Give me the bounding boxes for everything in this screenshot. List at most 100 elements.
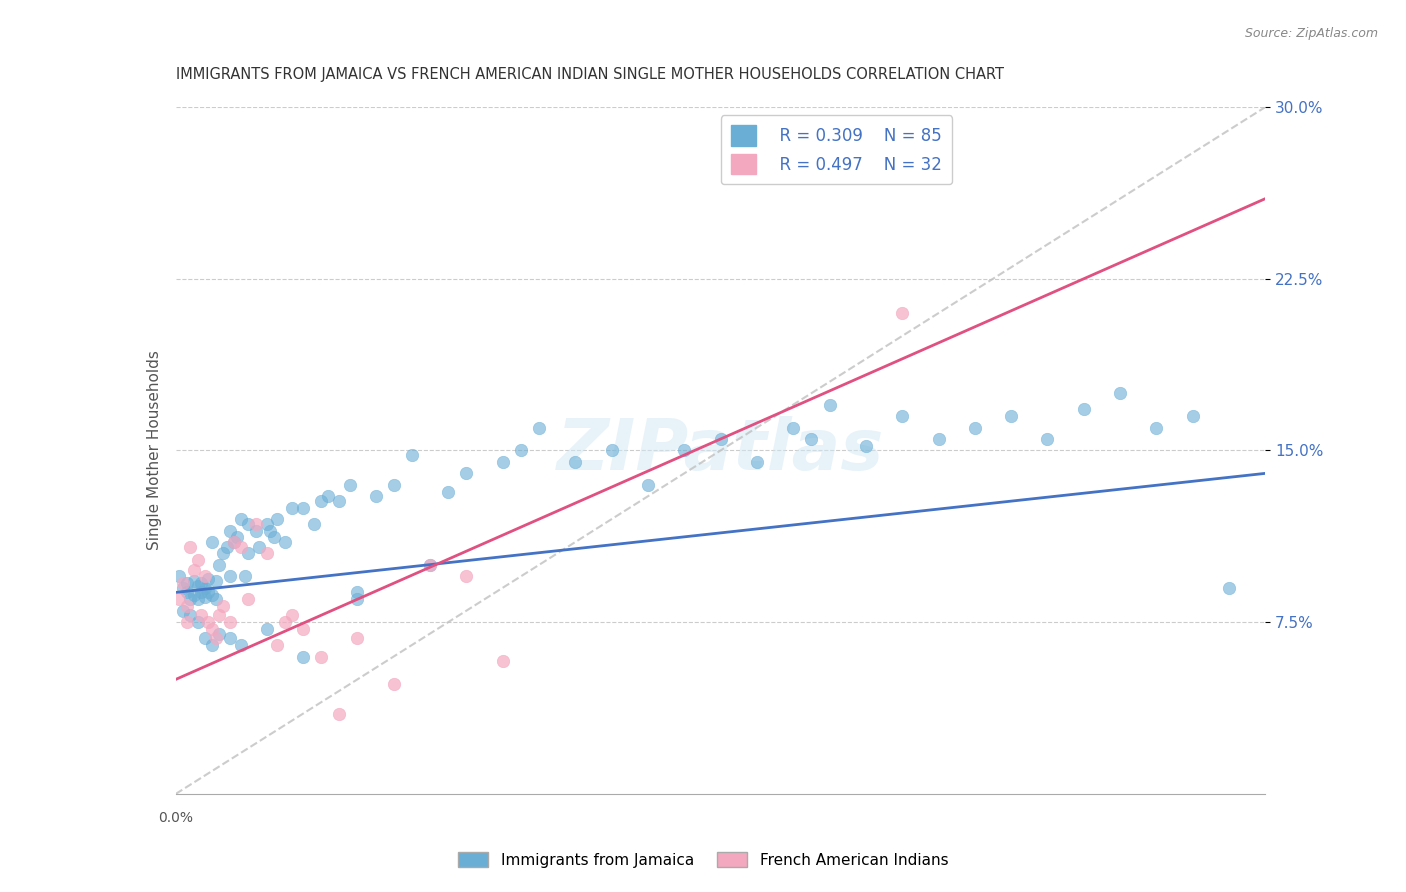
Point xyxy=(281,608,304,623)
Point xyxy=(419,558,441,572)
Point xyxy=(186,615,209,630)
Point xyxy=(212,599,235,614)
Point xyxy=(208,608,231,623)
Text: 0.0%: 0.0% xyxy=(159,811,193,825)
Point xyxy=(247,540,270,554)
Point xyxy=(190,585,212,599)
Point xyxy=(194,590,217,604)
Point xyxy=(190,608,212,623)
Point xyxy=(194,631,217,645)
Point xyxy=(179,608,201,623)
Point xyxy=(1000,409,1022,424)
Point xyxy=(1181,409,1204,424)
Point xyxy=(527,420,550,434)
Point xyxy=(492,654,515,668)
Point xyxy=(226,531,249,545)
Point xyxy=(328,493,350,508)
Point xyxy=(456,569,478,583)
Point xyxy=(245,524,267,538)
Point xyxy=(208,626,231,640)
Point xyxy=(1218,581,1240,595)
Point xyxy=(204,631,226,645)
Point xyxy=(201,638,224,652)
Point xyxy=(222,535,245,549)
Point xyxy=(291,500,314,515)
Point xyxy=(339,478,361,492)
Point xyxy=(1073,402,1095,417)
Point xyxy=(201,622,224,636)
Point xyxy=(382,677,405,691)
Point xyxy=(231,512,253,526)
Point xyxy=(256,516,278,531)
Point xyxy=(172,576,194,591)
Point xyxy=(782,420,804,434)
Point xyxy=(197,585,219,599)
Point xyxy=(710,432,733,446)
Point xyxy=(172,581,194,595)
Point xyxy=(219,631,242,645)
Point xyxy=(274,615,297,630)
Point xyxy=(509,443,531,458)
Point xyxy=(169,592,191,607)
Legend: Immigrants from Jamaica, French American Indians: Immigrants from Jamaica, French American… xyxy=(450,844,956,875)
Point xyxy=(346,631,368,645)
Point xyxy=(855,439,877,453)
Point xyxy=(231,540,253,554)
Point xyxy=(259,524,281,538)
Point xyxy=(492,455,515,469)
Point xyxy=(222,535,245,549)
Point xyxy=(190,576,212,591)
Point xyxy=(291,622,314,636)
Point xyxy=(745,455,768,469)
Point xyxy=(564,455,586,469)
Point xyxy=(245,516,267,531)
Point xyxy=(309,493,332,508)
Point xyxy=(291,649,314,664)
Point xyxy=(637,478,659,492)
Point xyxy=(274,535,297,549)
Legend:   R = 0.309    N = 85,   R = 0.497    N = 32: R = 0.309 N = 85, R = 0.497 N = 32 xyxy=(721,115,952,185)
Point xyxy=(382,478,405,492)
Point xyxy=(219,569,242,583)
Point xyxy=(1146,420,1168,434)
Point xyxy=(456,467,478,481)
Point xyxy=(437,484,460,499)
Point xyxy=(176,599,198,614)
Point xyxy=(266,638,288,652)
Point xyxy=(183,588,205,602)
Point xyxy=(419,558,441,572)
Point xyxy=(328,706,350,721)
Point xyxy=(233,569,256,583)
Point xyxy=(818,398,841,412)
Text: IMMIGRANTS FROM JAMAICA VS FRENCH AMERICAN INDIAN SINGLE MOTHER HOUSEHOLDS CORRE: IMMIGRANTS FROM JAMAICA VS FRENCH AMERIC… xyxy=(176,68,1004,82)
Point xyxy=(183,574,205,588)
Point xyxy=(309,649,332,664)
Point xyxy=(800,432,823,446)
Point xyxy=(600,443,623,458)
Point xyxy=(176,576,198,591)
Point xyxy=(201,588,224,602)
Point xyxy=(256,546,278,561)
Point xyxy=(179,540,201,554)
Point xyxy=(197,572,219,586)
Point xyxy=(186,553,209,567)
Point xyxy=(963,420,986,434)
Point xyxy=(318,489,340,503)
Point xyxy=(179,592,201,607)
Point xyxy=(238,516,260,531)
Point xyxy=(266,512,288,526)
Point xyxy=(219,524,242,538)
Point xyxy=(364,489,387,503)
Text: ZIPatlas: ZIPatlas xyxy=(557,416,884,485)
Point xyxy=(238,546,260,561)
Point xyxy=(891,409,914,424)
Point xyxy=(169,569,191,583)
Point xyxy=(176,615,198,630)
Point xyxy=(928,432,950,446)
Point xyxy=(238,592,260,607)
Point xyxy=(673,443,696,458)
Y-axis label: Single Mother Households: Single Mother Households xyxy=(146,351,162,550)
Point xyxy=(186,592,209,607)
Point xyxy=(1109,386,1132,401)
Point xyxy=(204,592,226,607)
